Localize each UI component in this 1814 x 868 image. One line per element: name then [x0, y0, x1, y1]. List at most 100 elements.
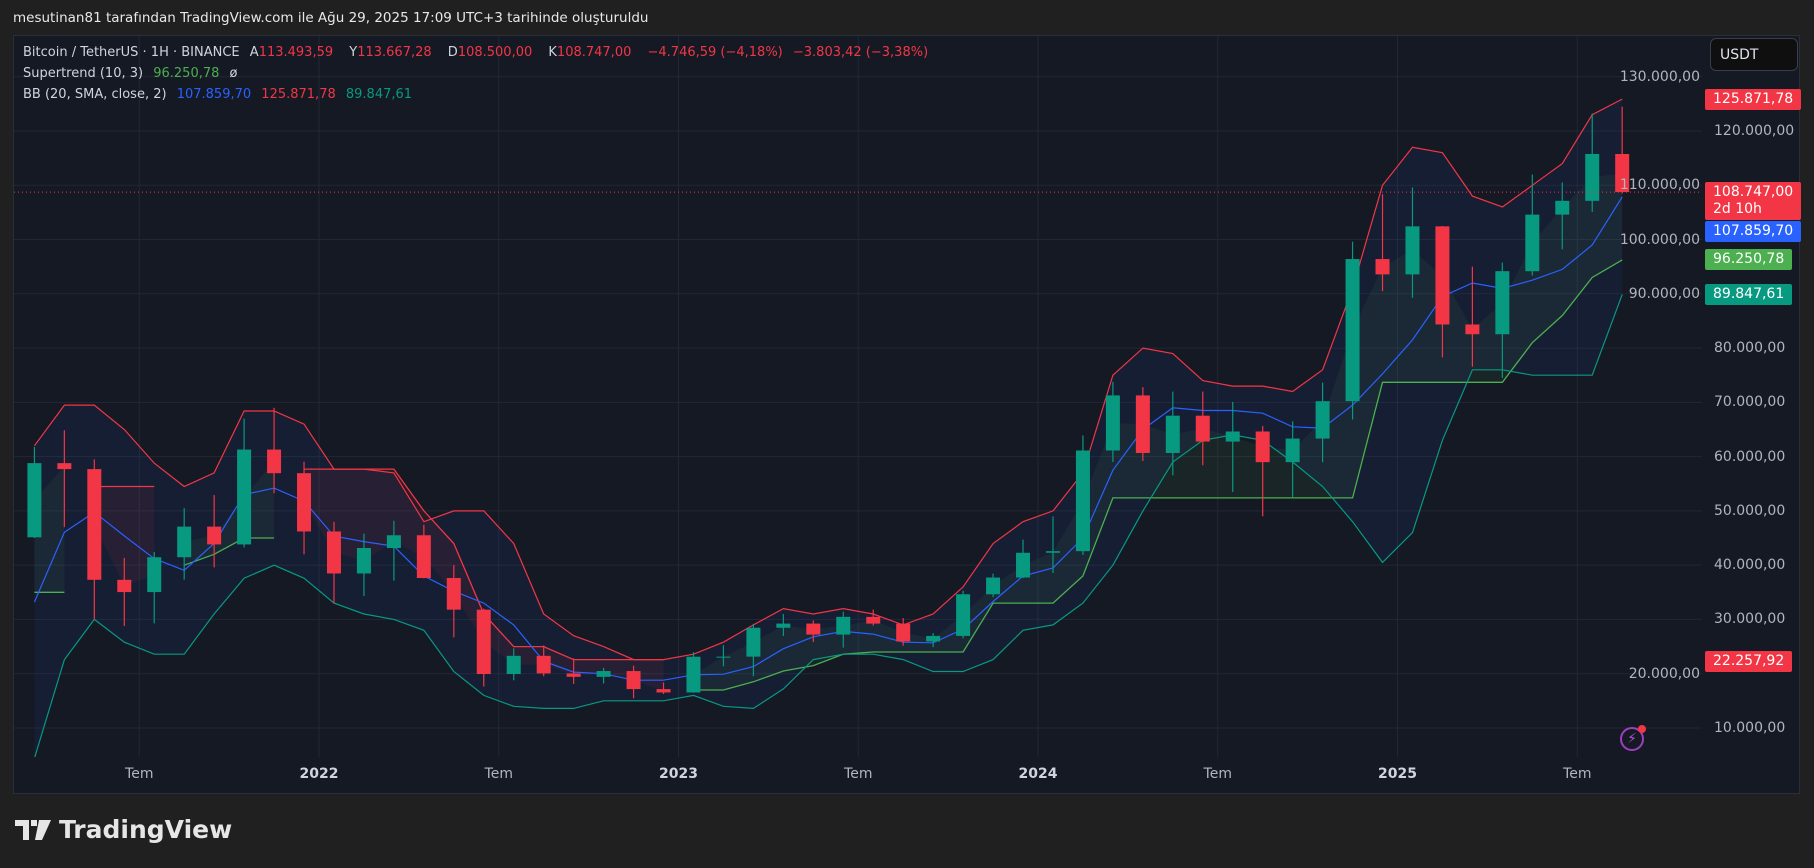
time-axis-label: Tem — [1203, 766, 1232, 782]
bb-upper-value: 125.871,78 — [261, 87, 336, 102]
candle-body — [506, 655, 521, 675]
supertrend-label: Supertrend (10, 3) — [23, 66, 144, 81]
time-axis-label: Tem — [844, 766, 873, 782]
candle-body — [1525, 214, 1540, 272]
supertrend-value: 96.250,78 — [153, 66, 220, 81]
candle-body — [1225, 431, 1240, 442]
price-badge: 108.747,00 2d 10h — [1705, 182, 1802, 221]
candle-body — [716, 656, 731, 658]
time-axis-label: 2023 — [659, 766, 698, 782]
price-axis-label: 30.000,00 — [1714, 611, 1786, 628]
candle-body — [1375, 259, 1390, 275]
candle-body — [746, 627, 761, 657]
price-axis-label: 10.000,00 — [1714, 719, 1786, 736]
candle-body — [1585, 153, 1600, 201]
time-axis-label: 2022 — [299, 766, 339, 782]
price-axis-label: 110.000,00 — [1619, 177, 1700, 194]
candle-body — [147, 557, 162, 593]
supertrend-fill — [34, 466, 65, 593]
candle-body — [1255, 431, 1270, 463]
price-axis-label: 40.000,00 — [1714, 557, 1786, 574]
candle-body — [776, 623, 791, 628]
candle-body — [1105, 395, 1120, 451]
price-axis-label: 70.000,00 — [1714, 394, 1786, 411]
supertrend-fill — [184, 461, 275, 566]
candle-body — [207, 526, 222, 545]
candle-body — [536, 655, 551, 674]
candle-body — [416, 535, 431, 579]
candle-body — [1555, 200, 1570, 215]
supertrend-extra: ø — [229, 66, 238, 81]
lightning-icon[interactable]: ⚡ — [1620, 725, 1646, 751]
supertrend-legend[interactable]: Supertrend (10, 3) 96.250,78 ø — [23, 66, 244, 81]
bb-fill — [34, 99, 1623, 757]
bb-lower-line — [34, 294, 1623, 757]
price-axis-label: 50.000,00 — [1714, 502, 1786, 519]
candle-body — [1435, 226, 1450, 325]
price-badge: 107.859,70 — [1705, 221, 1802, 243]
open-label: A — [249, 45, 259, 60]
candle-body — [87, 469, 102, 580]
candle-body — [1016, 552, 1031, 578]
close-value: 108.747,00 — [556, 45, 632, 60]
change-value: −4.746,59 (−4,18%) — [647, 45, 783, 60]
high-value: 113.667,28 — [357, 45, 432, 60]
time-axis-label: Tem — [484, 766, 513, 782]
price-axis-label: 90.000,00 — [1628, 285, 1700, 302]
candle-body — [57, 463, 72, 470]
candle-body — [1405, 226, 1420, 275]
candle-body — [986, 577, 1001, 595]
candle-body — [1045, 551, 1060, 553]
candle-body — [1285, 438, 1300, 463]
time-axis-label: Tem — [1563, 766, 1592, 782]
tradingview-logo[interactable]: TradingView — [15, 815, 232, 844]
symbol-name[interactable]: Bitcoin / TetherUS · 1H · BINANCE — [23, 45, 240, 60]
price-badge: 96.250,78 — [1705, 249, 1793, 271]
currency-button[interactable]: USDT — [1710, 38, 1798, 71]
close-label: K — [548, 45, 557, 60]
price-axis-label: 60.000,00 — [1714, 448, 1786, 465]
brand-name: TradingView — [59, 815, 233, 844]
symbol-legend: Bitcoin / TetherUS · 1H · BINANCE A113.4… — [23, 45, 934, 60]
candle-body — [866, 616, 881, 624]
chart-panel[interactable] — [13, 35, 1800, 794]
candle-body — [476, 609, 491, 675]
low-label: D — [447, 45, 458, 60]
candle-body — [297, 473, 312, 532]
high-label: Y — [349, 45, 358, 60]
supertrend-line-up — [183, 537, 275, 566]
time-axis-label: 2025 — [1378, 766, 1417, 782]
candle-body — [956, 594, 971, 636]
candle-body — [926, 635, 941, 642]
candle-body — [446, 578, 461, 610]
candle-body — [1165, 415, 1180, 453]
change-value-2: −3.803,42 (−3,38%) — [792, 45, 929, 60]
candle-body — [596, 671, 611, 677]
candle-body — [267, 449, 282, 474]
time-axis-label: Tem — [125, 766, 154, 782]
candle-body — [1075, 450, 1090, 552]
candle-body — [386, 535, 401, 549]
price-axis-label: 120.000,00 — [1714, 123, 1795, 139]
bb-legend[interactable]: BB (20, SMA, close, 2) 107.859,70 125.87… — [23, 87, 418, 102]
candle-body — [656, 689, 671, 693]
price-axis-label: 100.000,00 — [1619, 231, 1700, 248]
candle-body — [626, 671, 641, 690]
notification-dot — [1638, 725, 1646, 733]
candle-body — [356, 548, 371, 574]
bb-basis-value: 107.859,70 — [176, 87, 252, 102]
candle-body — [1135, 395, 1150, 453]
low-value: 108.500,00 — [457, 45, 533, 60]
candle-body — [686, 656, 701, 693]
candle-body — [237, 449, 252, 545]
candle-body — [326, 531, 341, 574]
plot-layer — [27, 98, 1630, 757]
time-axis-label: 2024 — [1018, 766, 1058, 782]
candle-body — [27, 463, 42, 538]
candle-body — [1345, 259, 1360, 402]
tradingview-logo-icon — [15, 819, 51, 840]
bb-lower-value: 89.847,61 — [345, 87, 413, 102]
candle-body — [896, 623, 911, 642]
candle-body — [1615, 153, 1630, 193]
